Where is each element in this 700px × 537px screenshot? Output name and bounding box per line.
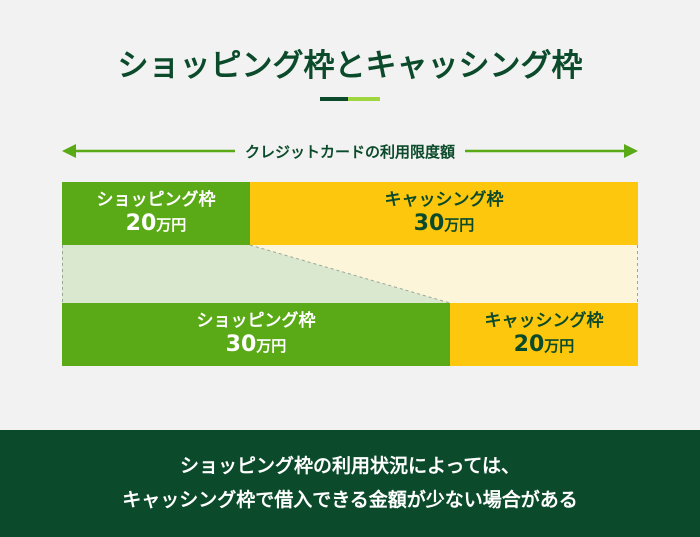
title-accent (320, 97, 348, 101)
segment-unit: 万円 (544, 336, 575, 355)
segment: ショッピング枠 20万円 (62, 182, 250, 245)
title-accent (348, 97, 380, 101)
decoration (62, 97, 638, 304)
segment-amount: 30 (413, 210, 445, 236)
segment-name: キャッシング枠 (484, 311, 604, 332)
footer-line: ショッピング枠の利用状況によっては、 (179, 455, 521, 478)
segment: キャッシング枠 20万円 (450, 303, 638, 366)
footer-line: キャッシング枠で借入できる金額が少ない場合がある (122, 488, 578, 511)
segment-amount: 20 (513, 331, 545, 357)
segment: ショッピング枠 30万円 (62, 303, 450, 366)
segment: キャッシング枠 30万円 (250, 182, 638, 245)
segment-name: ショッピング枠 (96, 190, 216, 211)
segment-amount: 20 (125, 210, 157, 236)
segment-amount: 30 (225, 331, 257, 357)
arrow-head (624, 144, 638, 158)
footer: ショッピング枠の利用状況によっては、 キャッシング枠で借入できる金額が少ない場合… (0, 430, 700, 537)
title: ショッピング枠とキャッシング枠 (117, 48, 583, 84)
limit-label-wrap: クレジットカードの利用限度額 (0, 141, 700, 162)
segment-unit: 万円 (256, 336, 287, 355)
segment-unit: 万円 (444, 215, 475, 234)
segment-unit: 万円 (156, 215, 187, 234)
arrow-head (62, 144, 76, 158)
segment-name: キャッシング枠 (384, 190, 504, 211)
limit-label: クレジットカードの利用限度額 (234, 143, 465, 161)
transition-band (62, 245, 450, 303)
dashed-guide (249, 244, 451, 304)
segment-name: ショッピング枠 (196, 311, 316, 332)
